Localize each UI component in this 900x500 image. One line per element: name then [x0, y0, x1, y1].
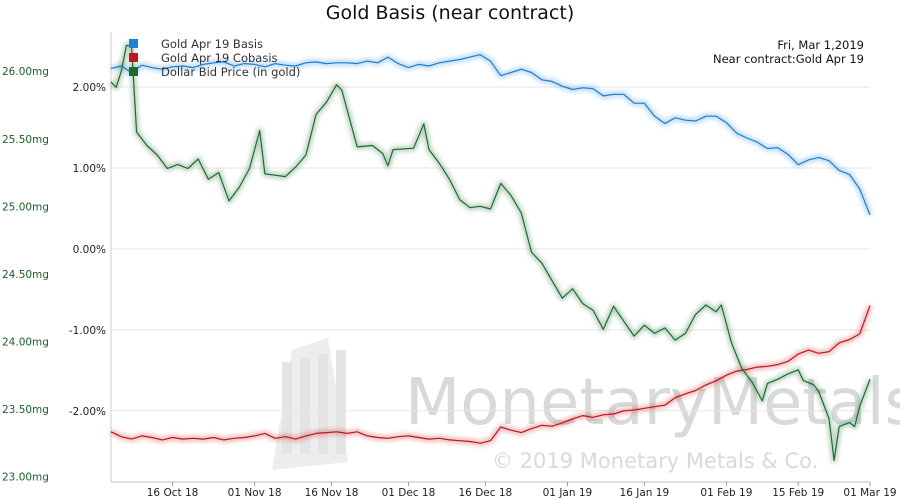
- watermark-logo-icon: [272, 338, 348, 470]
- grid: [111, 86, 870, 412]
- x-axis-tick-label: 01 Jan 19: [543, 487, 593, 499]
- info-contract: Near contract:Gold Apr 19: [713, 52, 864, 66]
- left-axis-tick-label: 23.00mg: [2, 472, 49, 484]
- legend-label-dollar-bid-price-in-gold: Dollar Bid Price (in gold): [161, 65, 300, 79]
- x-axis-tick-label: 16 Jan 19: [620, 487, 670, 499]
- axes: -2.00% -1.00% 0.00% 1.00% 2.00% 23.00mg 23.50m…: [2, 32, 897, 499]
- right-axis-tick-label: 2.00%: [73, 82, 106, 94]
- x-axis-tick-label: 16 Nov 18: [305, 487, 359, 499]
- legend-swatch-gold-apr-19-basis: [129, 39, 138, 48]
- watermark: MonetaryMetals © 2019 Monetary Metals & …: [272, 338, 900, 473]
- watermark-copyright: © 2019 Monetary Metals & Co.: [492, 449, 818, 473]
- series-line-dollar-bid-price-in-gold: [110, 44, 871, 461]
- watermark-brand: MonetaryMetals: [405, 366, 900, 440]
- series-layer: [108, 42, 873, 464]
- x-axis-tick-label: 15 Feb 19: [772, 487, 824, 499]
- legend-swatch-dollar-bid-price-in-gold: [129, 67, 138, 76]
- legend-swatch-gold-apr-19-cobasis: [129, 53, 138, 62]
- series-line-gold-apr-19-basis: [110, 54, 871, 216]
- x-axis-tick-label: 01 Nov 18: [228, 487, 282, 499]
- right-axis-tick-label: 0.00%: [73, 244, 106, 256]
- right-axis-tick-label: 1.00%: [73, 163, 106, 175]
- chart-title: Gold Basis (near contract): [326, 2, 574, 24]
- left-axis-tick-label: 25.00mg: [2, 201, 49, 213]
- right-axis-tick-label: -1.00%: [69, 325, 106, 337]
- left-axis-tick-label: 26.00mg: [2, 66, 49, 78]
- legend-label-gold-apr-19-basis: Gold Apr 19 Basis: [161, 37, 263, 51]
- x-axis-tick-label: 01 Mar 19: [843, 487, 896, 499]
- left-axis-tick-label: 24.50mg: [2, 269, 49, 281]
- left-axis-tick-label: 25.50mg: [2, 134, 49, 146]
- left-axis-tick-label: 23.50mg: [2, 404, 49, 416]
- x-axis-tick-label: 16 Oct 18: [147, 487, 199, 499]
- right-axis-tick-label: -2.00%: [69, 406, 106, 418]
- left-axis-tick-label: 24.00mg: [2, 336, 49, 348]
- x-axis-tick-label: 16 Dec 18: [459, 487, 513, 499]
- legend-label-gold-apr-19-cobasis: Gold Apr 19 Cobasis: [161, 51, 278, 65]
- x-axis-tick-label: 01 Dec 18: [382, 487, 436, 499]
- x-axis-tick-label: 01 Feb 19: [700, 487, 752, 499]
- info-date: Fri, Mar 1,2019: [777, 38, 864, 52]
